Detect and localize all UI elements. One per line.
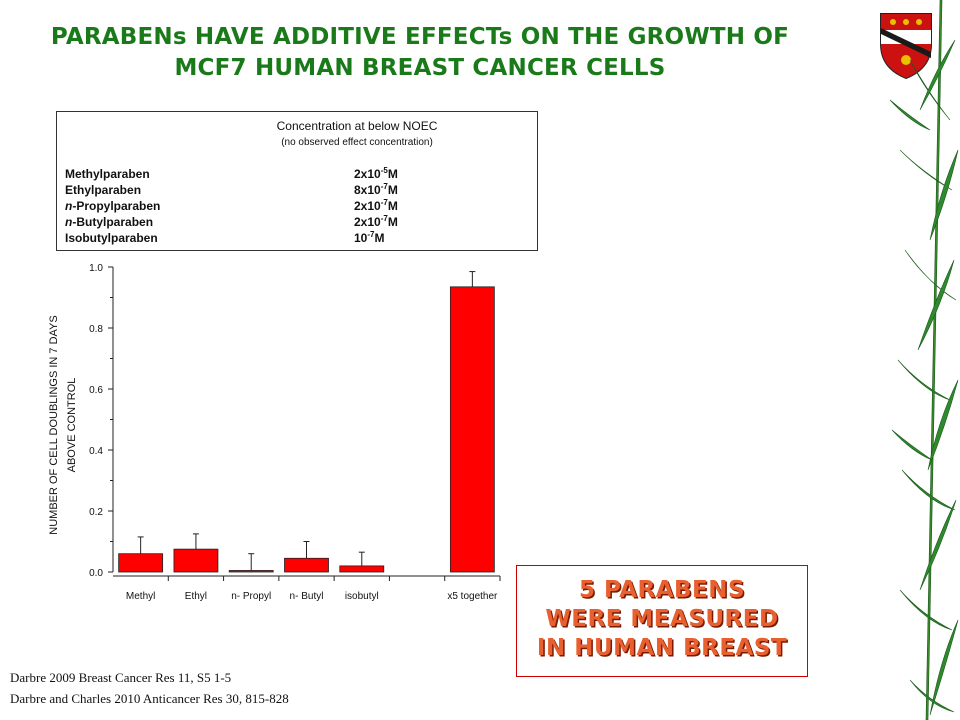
y-tick-label: 0.6 [89, 385, 103, 396]
paraben-name-prefix: n [65, 215, 73, 229]
chart-bars [118, 271, 495, 573]
references: Darbre 2009 Breast Cancer Res 11, S5 1-5… [10, 667, 289, 709]
x-tick-label: Ethyl [185, 591, 207, 602]
y-tick-label: 0.8 [89, 324, 103, 335]
paraben-name: n-Propylparaben [65, 199, 161, 213]
concentration-table: Concentration at below NOEC (no observed… [56, 111, 538, 251]
concentration-row: n-Butylparaben 2x10-7M [65, 215, 525, 230]
paraben-name-prefix: n [65, 199, 73, 213]
paraben-name: Ethylparaben [65, 183, 142, 197]
callout-line2: WERE MEASURED [545, 606, 779, 632]
bar [339, 565, 385, 573]
paraben-name: n-Butylparaben [65, 215, 154, 229]
x-tick-label: n- Butyl [290, 591, 324, 602]
concentration-row: Isobutylparaben 10-7M [65, 231, 525, 246]
y-tick-label: 1.0 [89, 263, 103, 274]
paraben-concentration: 2x10-7M [354, 198, 398, 214]
callout-line1: 5 PARABENS [578, 577, 746, 603]
x-tick-label: n- Propyl [231, 591, 271, 602]
paraben-concentration: 2x10-7M [354, 214, 398, 230]
y-tick-label: 0.2 [89, 507, 103, 518]
reference-1: Darbre 2009 Breast Cancer Res 11, S5 1-5 [10, 670, 232, 685]
paraben-concentration: 10-7M [354, 230, 385, 246]
paraben-name: Methylparaben [65, 167, 150, 181]
y-axis-label-line2: ABOVE CONTROL [66, 378, 78, 473]
bar-chart: NUMBER OF CELL DOUBLINGS IN 7 DAYS ABOVE… [48, 263, 501, 602]
paraben-name: Isobutylparaben [65, 231, 158, 245]
slide-title: PARABENs HAVE ADDITIVE EFFECTs ON THE GR… [0, 22, 840, 84]
reference-2: Darbre and Charles 2010 Anticancer Res 3… [10, 691, 289, 706]
concentration-table-subtitle: (no observed effect concentration) [281, 137, 433, 148]
bar [228, 570, 274, 573]
slide-title-line2: MCF7 HUMAN BREAST CANCER CELLS [174, 55, 666, 81]
slide-title-line1: PARABENs HAVE ADDITIVE EFFECTs ON THE GR… [50, 24, 790, 50]
x-tick-label: isobutyl [345, 591, 379, 602]
y-axis-label-line1: NUMBER OF CELL DOUBLINGS IN 7 DAYS [48, 315, 60, 534]
callout-line3: IN HUMAN BREAST [536, 635, 788, 661]
bamboo-decoration [889, 0, 959, 720]
paraben-concentration: 8x10-7M [354, 182, 398, 198]
bar [449, 286, 495, 573]
callout-box: 5 PARABENS WERE MEASURED IN HUMAN BREAST [516, 565, 808, 677]
paraben-concentration: 2x10-5M [354, 166, 398, 182]
y-tick-label: 0.4 [89, 446, 103, 457]
concentration-row: n-Propylparaben 2x10-7M [65, 199, 525, 214]
concentration-row: Methylparaben 2x10-5M [65, 167, 525, 182]
x-tick-label: Methyl [126, 591, 155, 602]
x-tick-labels: Methyl Ethyl n- Propyl n- Butyl isobutyl x5 t… [126, 591, 498, 602]
y-axis-label: NUMBER OF CELL DOUBLINGS IN 7 DAYS ABOVE… [48, 315, 78, 534]
university-crest-logo [880, 13, 932, 80]
bar [173, 548, 219, 573]
y-tick-label: 0.0 [89, 568, 103, 579]
bar [118, 553, 164, 573]
x-tick-label: x5 together [447, 591, 498, 602]
bar [284, 557, 329, 573]
chart-axes: 0.0 0.2 0.4 0.6 0.8 1.0 [89, 263, 501, 581]
concentration-row: Ethylparaben 8x10-7M [65, 183, 525, 198]
concentration-table-title: Concentration at below NOEC [276, 119, 438, 133]
